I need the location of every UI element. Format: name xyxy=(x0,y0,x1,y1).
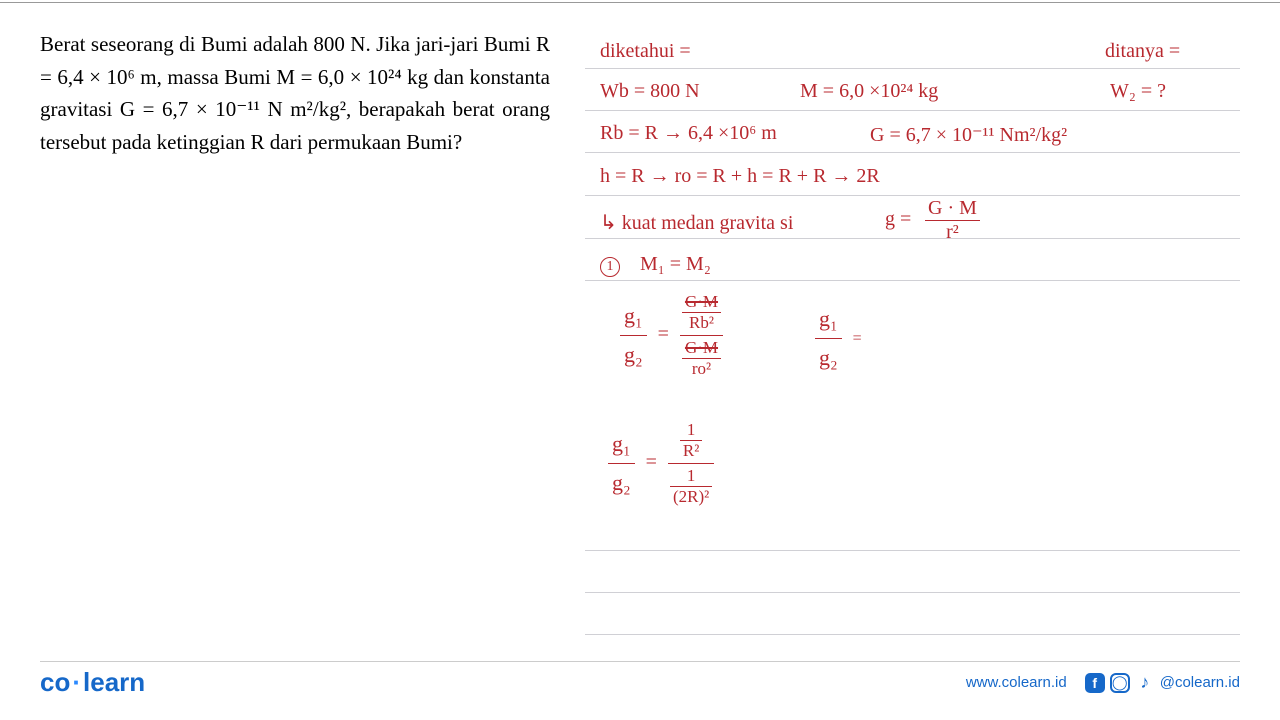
ruled-line xyxy=(585,634,1240,635)
hw-g2b: g₂ xyxy=(815,339,842,377)
problem-text: Berat seseorang di Bumi adalah 800 N. Ji… xyxy=(40,28,550,158)
hw-diketahui: diketahui = xyxy=(600,40,691,63)
hw-ro2: ro² xyxy=(682,359,721,379)
hw-gravitasi: ↳ kuat medan gravita si xyxy=(600,210,793,235)
hw-gm1: G·M xyxy=(682,292,721,313)
hw-g-eq: g = xyxy=(885,208,911,231)
hw-g2: g₂ xyxy=(620,336,647,374)
hw-g1c: g₁ xyxy=(608,425,635,464)
hw-ratio-1: g₁ g₂ = G·M Rb² G·M ro² xyxy=(620,290,723,381)
footer: co·learn www.colearn.id f ◯ ♪ @colearn.i… xyxy=(40,667,1240,698)
instagram-icon: ◯ xyxy=(1110,673,1130,693)
logo-dot: · xyxy=(72,667,81,697)
logo-learn: learn xyxy=(83,667,145,697)
hw-gm-den: r² xyxy=(925,221,980,244)
ruled-line xyxy=(585,110,1240,111)
hw-1-top: 1 xyxy=(680,420,702,441)
social-icons: f ◯ ♪ @colearn.id xyxy=(1085,673,1240,693)
hw-g-formula: G · M r² xyxy=(925,197,980,244)
problem-panel: Berat seseorang di Bumi adalah 800 N. Ji… xyxy=(40,28,550,158)
hw-circle-one: 1 xyxy=(600,253,620,277)
hw-g1: g₁ xyxy=(620,297,647,336)
circle-one: 1 xyxy=(600,257,620,277)
hw-gm-num: G · M xyxy=(925,197,980,221)
hw-rb: Rb = R → 6,4 ×10⁶ m xyxy=(600,122,777,145)
hw-1-bot: 1 xyxy=(670,466,712,487)
hw-ratio-1b: g₁ g₂ = xyxy=(815,300,868,377)
hw-w2: W₂ = ? xyxy=(1110,80,1166,103)
hw-ditanya: ditanya = xyxy=(1105,40,1180,63)
footer-divider xyxy=(40,661,1240,662)
hw-g2c: g₂ xyxy=(608,464,635,502)
ruled-line xyxy=(585,195,1240,196)
logo-co: co xyxy=(40,667,70,697)
ruled-line xyxy=(585,68,1240,69)
hw-rb2: Rb² xyxy=(682,313,721,333)
social-handle: @colearn.id xyxy=(1160,674,1240,691)
hw-eq-1: = xyxy=(658,323,669,345)
ruled-line xyxy=(585,592,1240,593)
hw-g: G = 6,7 × 10⁻¹¹ Nm²/kg² xyxy=(870,122,1067,147)
hw-hline: h = R → ro = R + h = R + R → 2R xyxy=(600,165,880,188)
top-border-line xyxy=(0,2,1280,3)
hw-r2-top: R² xyxy=(680,441,702,461)
facebook-icon: f xyxy=(1085,673,1105,693)
hw-2r2-bot: (2R)² xyxy=(670,487,712,507)
hw-eq-2: = xyxy=(646,451,657,473)
hw-m1m2: M₁ = M₂ xyxy=(640,253,711,276)
ruled-line xyxy=(585,550,1240,551)
hw-eq-1b: = xyxy=(853,330,862,347)
ruled-line xyxy=(585,238,1240,239)
ruled-line xyxy=(585,152,1240,153)
footer-right: www.colearn.id f ◯ ♪ @colearn.id xyxy=(966,673,1240,693)
tiktok-icon: ♪ xyxy=(1135,673,1155,693)
hw-ratio-2: g₁ g₂ = 1 R² 1 (2R)² xyxy=(608,418,714,509)
hw-wb: Wb = 800 N xyxy=(600,80,700,103)
hw-g1b: g₁ xyxy=(815,300,842,339)
hw-gm2: G·M xyxy=(682,338,721,359)
footer-url: www.colearn.id xyxy=(966,674,1067,691)
ruled-line xyxy=(585,280,1240,281)
hw-mass: M = 6,0 ×10²⁴ kg xyxy=(800,80,938,103)
colearn-logo: co·learn xyxy=(40,667,145,698)
